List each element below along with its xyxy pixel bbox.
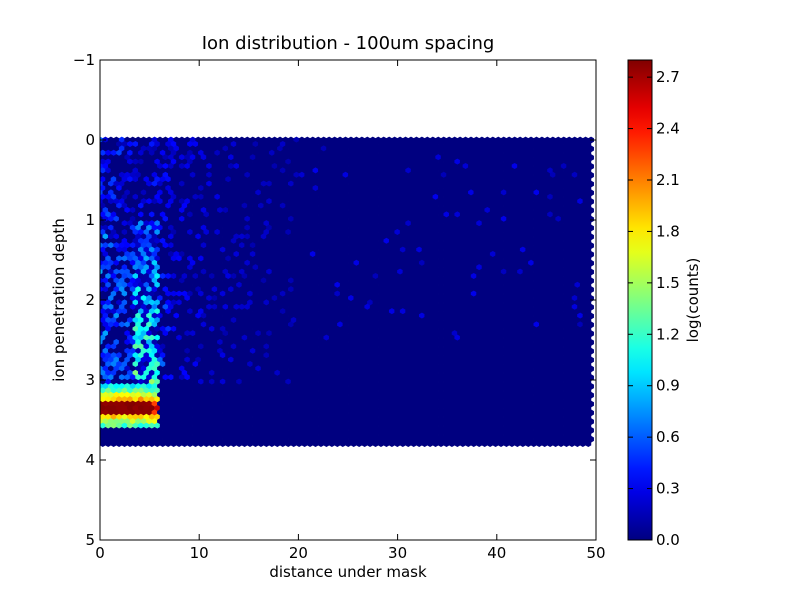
hexbin-layer [100,136,594,448]
chart-title: Ion distribution - 100um spacing [202,33,495,54]
